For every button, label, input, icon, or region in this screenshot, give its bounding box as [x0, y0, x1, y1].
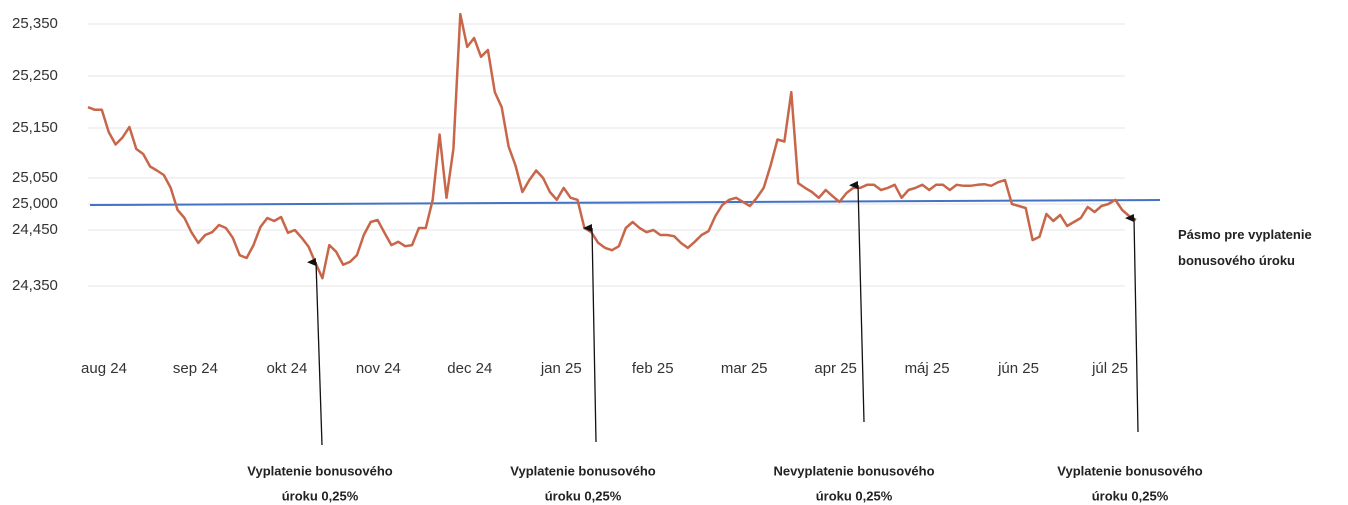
y-tick-label: 24,450 — [12, 221, 58, 238]
y-tick-label: 25,350 — [12, 15, 58, 32]
annotation-arrow — [849, 181, 865, 423]
annotation-text: úroku 0,25% — [1092, 488, 1169, 503]
y-tick-label: 25,050 — [12, 169, 58, 186]
x-tick-label: jan 25 — [540, 360, 582, 377]
annotation-arrow — [1125, 214, 1139, 433]
x-tick-label: apr 25 — [814, 360, 857, 377]
annotation-text: úroku 0,25% — [816, 488, 893, 503]
x-tick-label: okt 24 — [266, 360, 307, 377]
y-tick-label: 25,250 — [12, 67, 58, 84]
x-tick-label: máj 25 — [905, 360, 950, 377]
x-tick-label: mar 25 — [721, 360, 768, 377]
x-tick-label: júl 25 — [1091, 360, 1128, 377]
x-tick-label: sep 24 — [173, 360, 218, 377]
x-tick-label: dec 24 — [447, 360, 492, 377]
annotation-text: Vyplatenie bonusového — [1057, 463, 1202, 478]
annotation-text: úroku 0,25% — [282, 488, 359, 503]
reference-label: Pásmo pre vyplatenie bonusového úroku — [1178, 227, 1312, 268]
x-tick-label: jún 25 — [997, 360, 1039, 377]
y-tick-label: 25,000 — [12, 195, 58, 212]
annotation-arrow — [307, 258, 323, 446]
annotation-text: úroku 0,25% — [545, 488, 622, 503]
reference-line — [89, 199, 1161, 206]
x-tick-label: aug 24 — [81, 360, 127, 377]
annotation-text: Nevyplatenie bonusového — [773, 463, 934, 478]
x-tick-label: nov 24 — [356, 360, 401, 377]
annotation-text: Vyplatenie bonusového — [247, 463, 392, 478]
x-tick-label: feb 25 — [632, 360, 674, 377]
y-tick-label: 25,150 — [12, 119, 58, 136]
annotation-text: Vyplatenie bonusového — [510, 463, 655, 478]
annotation-arrow — [583, 224, 597, 443]
y-tick-label: 24,350 — [12, 277, 58, 294]
data-line — [87, 12, 1137, 280]
